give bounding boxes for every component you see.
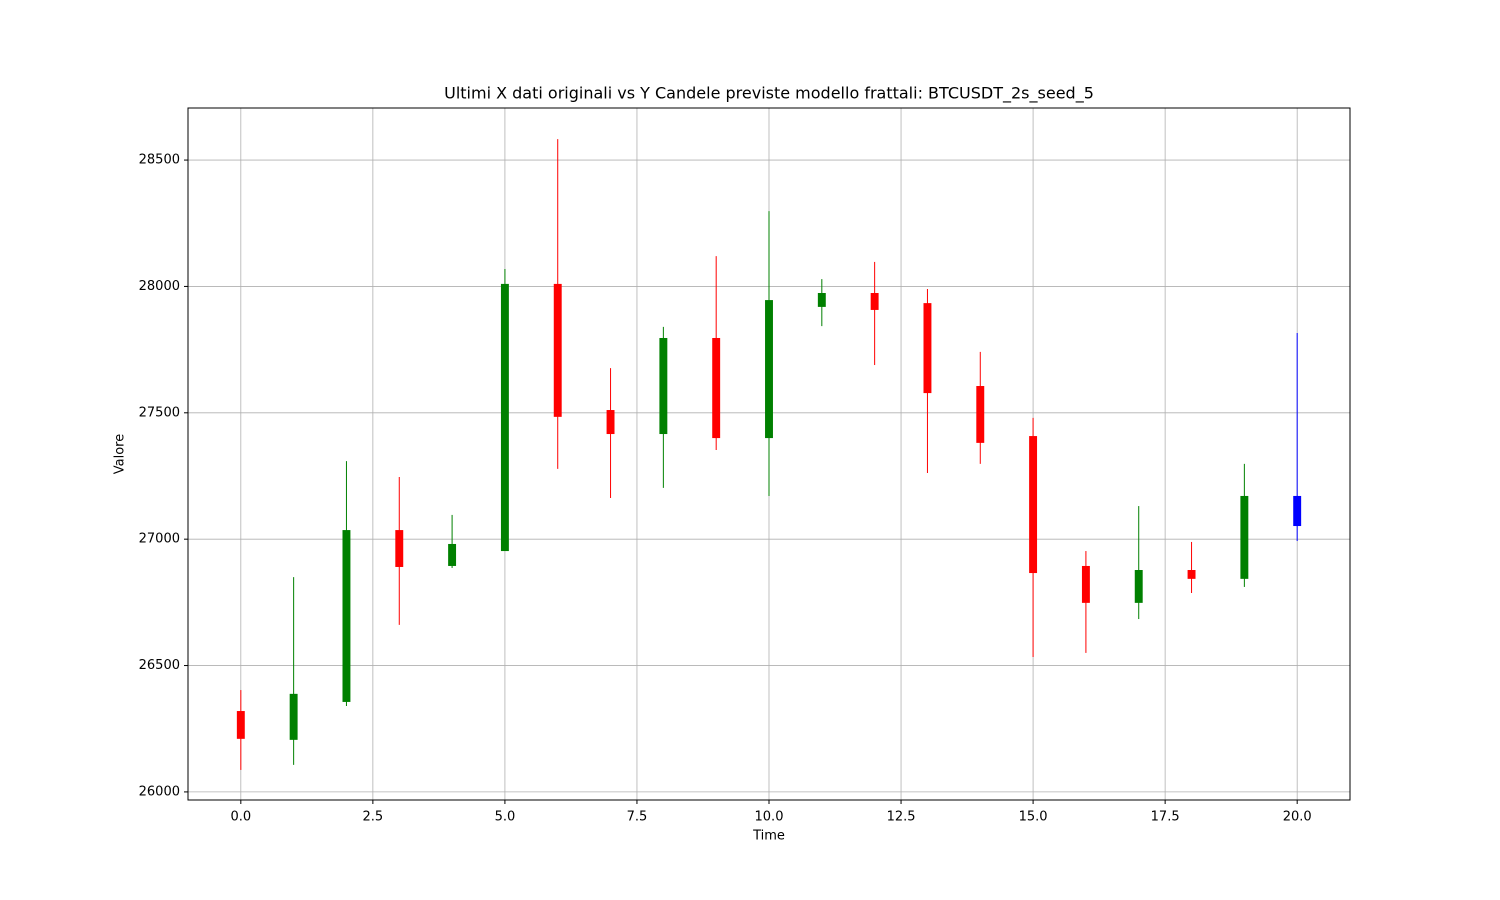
y-tick-label: 27000 [139,532,180,547]
y-tick-label: 27500 [139,405,180,420]
candle-body [923,303,932,394]
candle-body [1134,570,1143,603]
y-tick-label: 26000 [139,784,180,799]
candle-body [1081,565,1090,603]
y-tick-label: 28500 [139,153,180,168]
chart-title: Ultimi X dati originali vs Y Candele pre… [444,84,1094,104]
candle-body [870,293,879,310]
candle-body [395,530,404,567]
candle-body [712,337,721,439]
candle-body [342,530,351,702]
x-tick-label: 10.0 [755,810,784,825]
candle-body [448,543,457,566]
x-tick-label: 17.5 [1151,810,1180,825]
candle-body [606,410,615,435]
candle-body [765,300,773,439]
candle-body [1187,570,1196,579]
y-tick-label: 28000 [139,279,180,294]
x-axis-label: Time [752,829,785,844]
y-tick-label: 26500 [139,658,180,673]
x-tick-label: 2.5 [363,810,384,825]
candle-body [289,693,298,740]
candle-body [659,337,668,435]
candle-body [500,283,509,552]
x-tick-label: 15.0 [1019,810,1048,825]
candle-body [1029,436,1038,574]
candle-body [817,293,826,307]
x-tick-label: 7.5 [627,810,648,825]
x-tick-label: 20.0 [1283,810,1312,825]
candle-body [236,711,245,739]
y-axis-label: Valore [113,434,128,474]
x-tick-label: 12.5 [887,810,916,825]
candle-body [1240,495,1249,579]
candle-body [1293,495,1302,527]
x-tick-label: 5.0 [495,810,516,825]
candle-body [976,386,985,443]
candle-body [553,283,562,417]
x-tick-label: 0.0 [230,810,251,825]
plot-frame [187,107,1351,801]
